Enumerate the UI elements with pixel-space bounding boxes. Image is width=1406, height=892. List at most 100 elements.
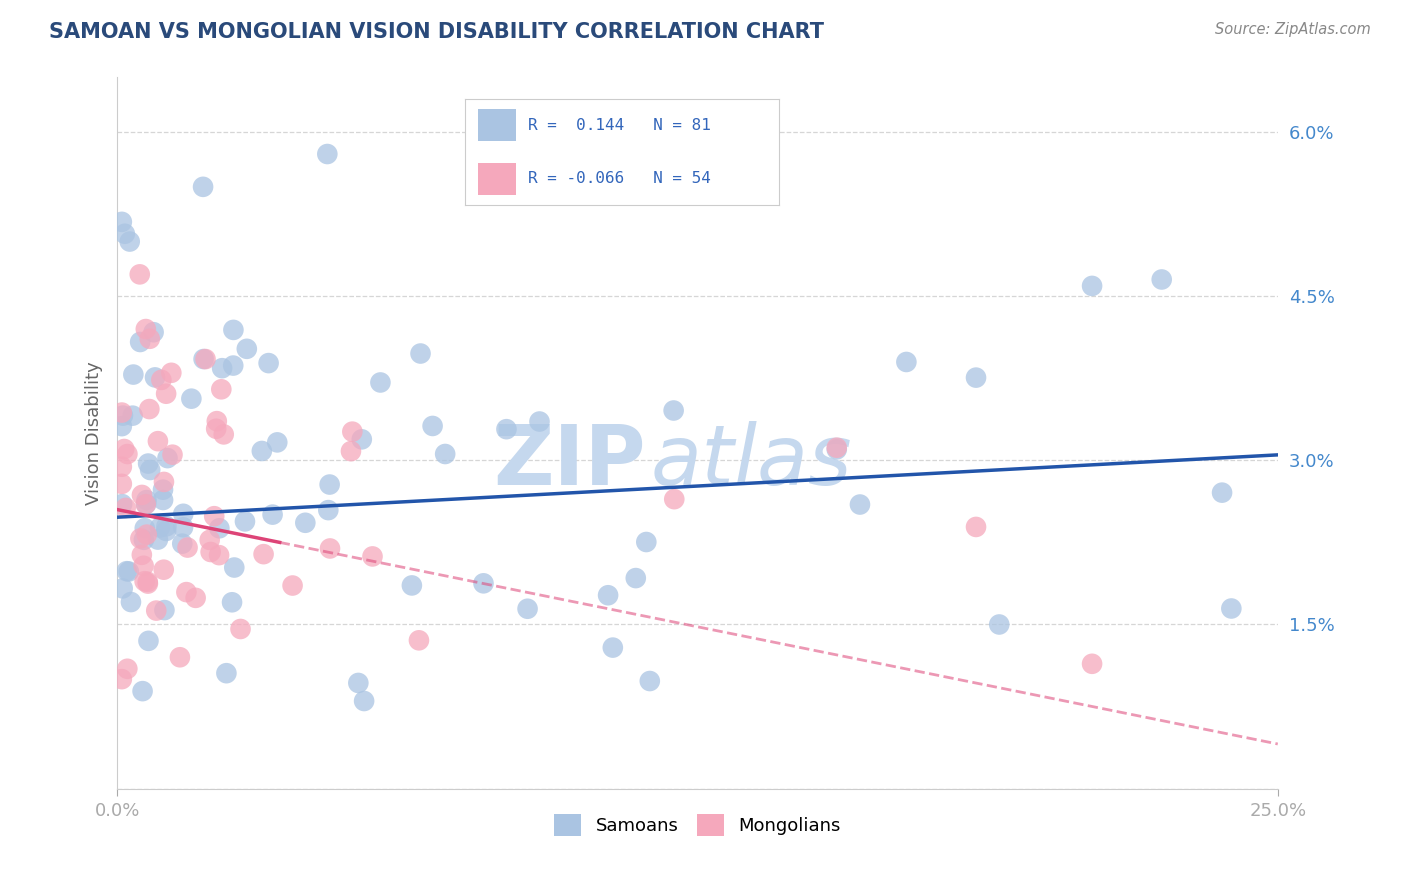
Point: [319, 541, 342, 556]
Point: [135, 527, 157, 541]
Point: [111, 459, 134, 474]
Point: [347, 676, 370, 690]
Point: [115, 564, 138, 578]
Point: [211, 361, 233, 376]
Point: [162, 448, 184, 462]
Point: [172, 536, 194, 550]
Text: Source: ZipAtlas.com: Source: ZipAtlas.com: [1215, 22, 1371, 37]
Point: [155, 386, 177, 401]
Point: [146, 434, 169, 449]
Point: [198, 533, 221, 547]
Point: [118, 565, 141, 579]
Point: [208, 548, 231, 562]
Point: [176, 541, 198, 555]
Point: [135, 497, 157, 511]
Point: [111, 476, 134, 491]
Legend: Samoans, Mongolians: Samoans, Mongolians: [547, 807, 848, 844]
Point: [145, 604, 167, 618]
Point: [128, 268, 150, 282]
Point: [257, 356, 280, 370]
Point: [664, 492, 686, 507]
Point: [118, 235, 141, 249]
Point: [129, 334, 152, 349]
Point: [318, 477, 340, 491]
Text: SAMOAN VS MONGOLIAN VISION DISABILITY CORRELATION CHART: SAMOAN VS MONGOLIAN VISION DISABILITY CO…: [49, 22, 824, 42]
Point: [849, 498, 872, 512]
Point: [134, 521, 156, 535]
Point: [636, 535, 658, 549]
Point: [516, 601, 538, 615]
Point: [111, 215, 134, 229]
Point: [136, 574, 159, 589]
Point: [252, 547, 274, 561]
Point: [1081, 279, 1104, 293]
Point: [153, 603, 176, 617]
Point: [111, 672, 134, 686]
Point: [122, 368, 145, 382]
Point: [266, 435, 288, 450]
Point: [112, 442, 135, 456]
Point: [155, 524, 177, 538]
Point: [169, 650, 191, 665]
Point: [136, 576, 159, 591]
Point: [1150, 272, 1173, 286]
Point: [409, 346, 432, 360]
Point: [353, 694, 375, 708]
Point: [135, 493, 157, 508]
Point: [1220, 601, 1243, 615]
Point: [191, 179, 214, 194]
Point: [132, 533, 155, 547]
Point: [1081, 657, 1104, 671]
Point: [209, 382, 232, 396]
Point: [624, 571, 647, 585]
Point: [965, 520, 987, 534]
Point: [602, 640, 624, 655]
Point: [205, 414, 228, 428]
Point: [221, 595, 243, 609]
Point: [184, 591, 207, 605]
Point: [117, 447, 139, 461]
Point: [262, 508, 284, 522]
Point: [150, 373, 173, 387]
Point: [129, 532, 152, 546]
Point: [236, 342, 259, 356]
Point: [316, 147, 339, 161]
Point: [156, 451, 179, 466]
Point: [180, 392, 202, 406]
Y-axis label: Vision Disability: Vision Disability: [86, 361, 103, 505]
Point: [965, 370, 987, 384]
Point: [1211, 485, 1233, 500]
Point: [215, 666, 238, 681]
Point: [111, 582, 134, 596]
Point: [200, 545, 222, 559]
Point: [825, 441, 848, 455]
Point: [135, 322, 157, 336]
Point: [134, 574, 156, 589]
Point: [342, 425, 364, 439]
Point: [529, 415, 551, 429]
Point: [350, 433, 373, 447]
Point: [896, 355, 918, 369]
Point: [472, 576, 495, 591]
Point: [111, 497, 134, 511]
Point: [988, 617, 1011, 632]
Point: [194, 352, 217, 367]
Point: [408, 633, 430, 648]
Point: [222, 359, 245, 373]
Point: [160, 366, 183, 380]
Point: [139, 332, 162, 346]
Point: [250, 444, 273, 458]
Point: [638, 673, 661, 688]
Point: [294, 516, 316, 530]
Point: [152, 493, 174, 508]
Point: [222, 323, 245, 337]
Point: [825, 442, 848, 457]
Point: [172, 520, 194, 534]
Point: [138, 402, 160, 417]
Point: [111, 409, 134, 423]
Point: [131, 488, 153, 502]
Point: [340, 444, 363, 458]
Point: [361, 549, 384, 564]
Point: [149, 520, 172, 534]
Point: [318, 503, 340, 517]
